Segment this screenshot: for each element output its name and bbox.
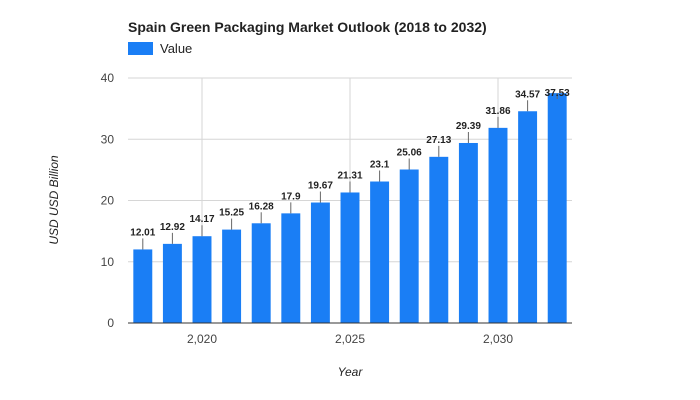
x-axis-ticks: 2,020 2,025 2,030 xyxy=(187,332,513,346)
y-tick-label: 20 xyxy=(101,194,115,208)
bar xyxy=(458,142,478,323)
bar xyxy=(310,202,330,323)
data-label: 16.28 xyxy=(249,201,274,212)
data-label: 14.17 xyxy=(189,214,214,225)
data-label: 34.57 xyxy=(515,89,540,100)
y-tick-label: 40 xyxy=(101,71,115,85)
data-label: 21.31 xyxy=(337,170,362,181)
data-label: 12.01 xyxy=(130,227,155,238)
x-tick-label: 2,030 xyxy=(483,332,513,346)
legend-label: Value xyxy=(160,41,192,56)
y-tick-label: 10 xyxy=(101,255,115,269)
legend-swatch xyxy=(128,42,153,55)
bar xyxy=(518,111,538,323)
data-label: 29.39 xyxy=(456,121,481,132)
x-tick-label: 2,025 xyxy=(335,332,365,346)
y-tick-label: 30 xyxy=(101,132,115,146)
data-label: 23.1 xyxy=(370,160,390,171)
y-tick-label: 0 xyxy=(107,316,114,330)
data-label: 37.53 xyxy=(545,88,570,99)
data-label: 31.86 xyxy=(485,106,510,117)
bar xyxy=(192,236,212,323)
y-axis-title: USD USD Billion xyxy=(47,155,61,245)
data-label: 17.9 xyxy=(281,191,301,202)
data-labels: 12.01 12.92 14.17 15.25 16.28 17.9 19.67 21.31 2… xyxy=(130,88,570,250)
x-axis-title: Year xyxy=(338,365,364,379)
bar xyxy=(162,243,182,323)
data-label: 25.06 xyxy=(397,148,422,159)
bars xyxy=(133,93,567,323)
y-axis-ticks: 0 10 20 30 40 xyxy=(101,71,115,330)
x-tick-label: 2,020 xyxy=(187,332,217,346)
bar xyxy=(133,249,153,323)
legend: Value xyxy=(128,41,192,56)
data-label: 12.92 xyxy=(160,222,185,233)
bar xyxy=(488,127,508,323)
chart-title: Spain Green Packaging Market Outlook (20… xyxy=(128,19,487,35)
bar xyxy=(222,229,242,323)
bar xyxy=(429,156,449,323)
data-label: 27.13 xyxy=(426,135,451,146)
bar xyxy=(340,192,360,323)
bar xyxy=(251,223,271,323)
data-label: 19.67 xyxy=(308,181,333,192)
bar xyxy=(281,213,301,323)
bar xyxy=(370,181,390,323)
data-label: 15.25 xyxy=(219,208,244,219)
bar xyxy=(547,93,567,323)
bar xyxy=(399,169,419,323)
